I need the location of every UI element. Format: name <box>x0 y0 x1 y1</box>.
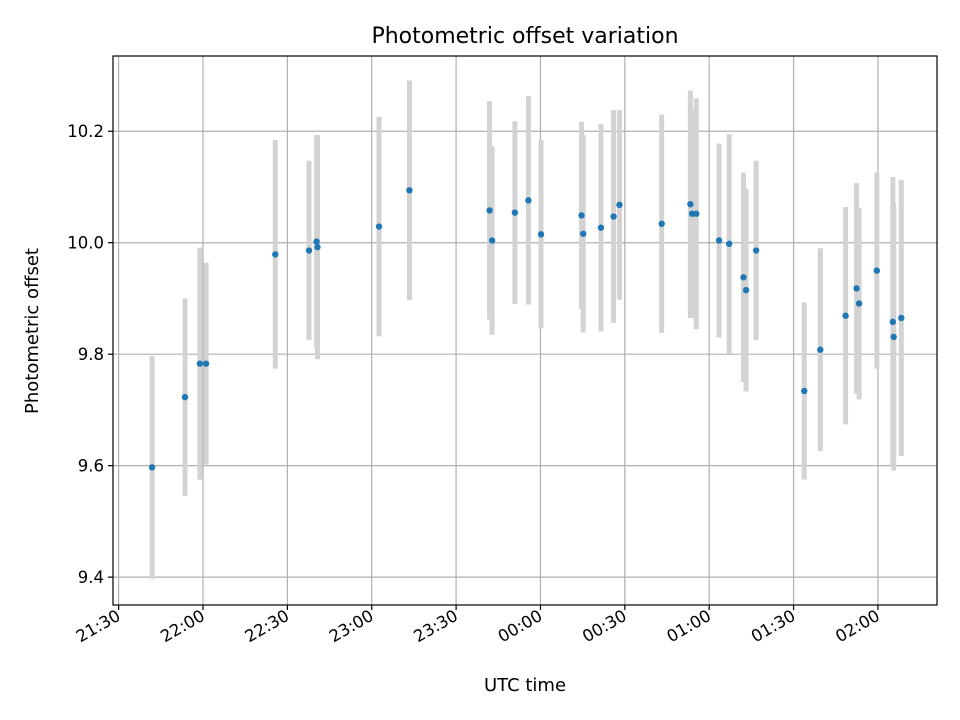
data-point <box>842 312 849 319</box>
data-point <box>687 201 694 208</box>
data-point <box>610 213 617 220</box>
data-points <box>148 187 905 471</box>
data-point <box>889 318 897 326</box>
data-point <box>740 274 747 281</box>
data-point <box>511 209 519 216</box>
data-point <box>486 207 493 214</box>
plot-frame <box>112 55 938 606</box>
data-point <box>580 230 587 237</box>
x-axis-label: UTC time <box>484 675 566 696</box>
data-point <box>658 220 665 227</box>
y-axis-ticks: 9.4 9.6 9.8 10.0 10.2 <box>67 122 113 587</box>
data-point <box>693 210 700 217</box>
data-point <box>488 237 496 244</box>
y-axis-label: Photometric offset <box>22 248 43 414</box>
data-point <box>801 387 808 395</box>
data-point <box>597 224 605 231</box>
data-point <box>742 286 750 294</box>
data-point <box>525 197 532 204</box>
data-point <box>616 201 623 209</box>
data-point <box>890 333 897 341</box>
data-point <box>898 314 905 322</box>
data-point <box>873 267 881 274</box>
data-point <box>181 393 189 401</box>
data-point <box>202 360 210 367</box>
y-tick-label: 10.0 <box>67 234 104 253</box>
data-point <box>537 231 545 238</box>
y-tick-label: 9.4 <box>78 568 104 587</box>
data-point <box>855 300 863 307</box>
data-point <box>272 251 279 258</box>
data-point <box>305 247 313 254</box>
data-point <box>314 243 321 251</box>
data-point <box>578 212 585 219</box>
chart-title: Photometric offset variation <box>371 24 678 49</box>
data-point <box>196 360 204 367</box>
data-point <box>715 237 723 244</box>
y-tick-label: 9.6 <box>78 457 104 476</box>
data-point <box>817 346 824 353</box>
data-point <box>752 247 760 254</box>
data-point <box>148 464 156 471</box>
data-point <box>853 285 860 292</box>
y-tick-label: 10.2 <box>67 122 104 141</box>
data-point <box>406 187 413 194</box>
data-point <box>313 238 320 245</box>
y-tick-label: 9.8 <box>78 345 104 364</box>
data-point <box>725 240 733 248</box>
data-point <box>375 223 383 230</box>
